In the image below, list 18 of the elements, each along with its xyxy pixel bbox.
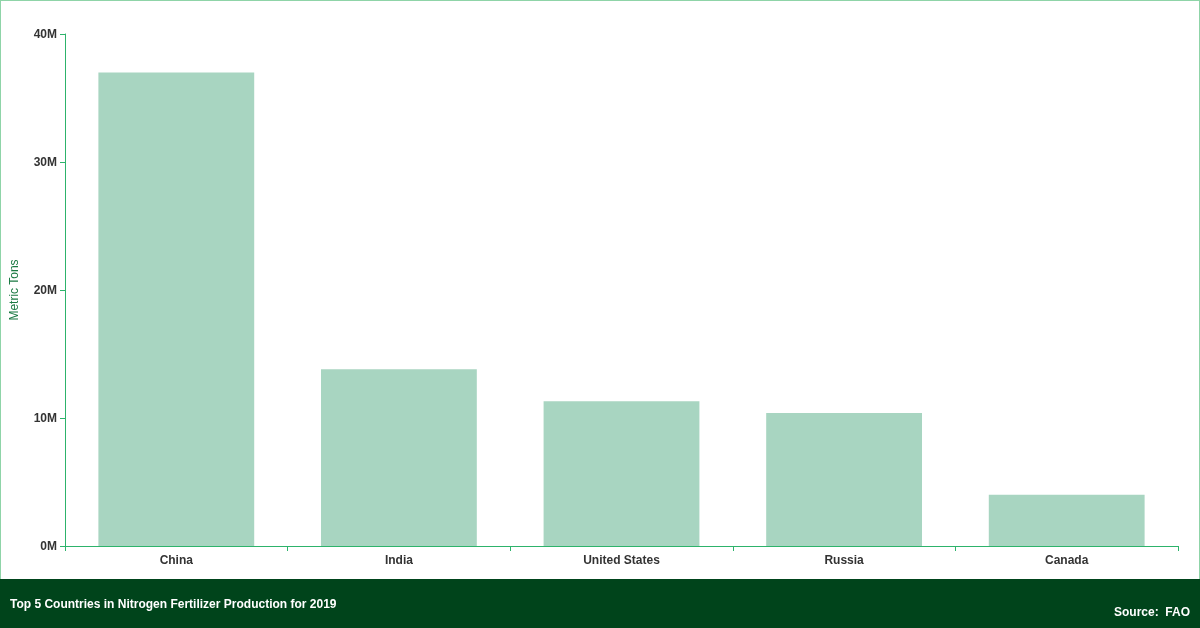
y-tick-label: 30M <box>33 155 57 169</box>
bar <box>988 494 1145 546</box>
y-axis-title: Metric Tons <box>7 259 21 321</box>
x-tick-label: India <box>384 553 414 567</box>
x-tick-label: United States <box>583 553 661 567</box>
bar <box>98 72 255 546</box>
source-note: Source: FAO <box>1113 605 1190 619</box>
y-tick-label: 40M <box>33 27 57 41</box>
bar <box>543 401 700 546</box>
x-tick-label: China <box>159 553 194 567</box>
bar <box>320 369 477 546</box>
bar <box>766 412 923 546</box>
y-tick-label: 20M <box>33 283 57 297</box>
y-tick-label: 0M <box>40 539 57 553</box>
x-tick-label: Russia <box>824 553 865 567</box>
text: Top 5 Countries in Nitrogen Fertilizer Production for 2019 <box>10 597 337 611</box>
x-tick-label: Canada <box>1045 553 1089 567</box>
y-tick-label: 10M <box>33 411 57 425</box>
